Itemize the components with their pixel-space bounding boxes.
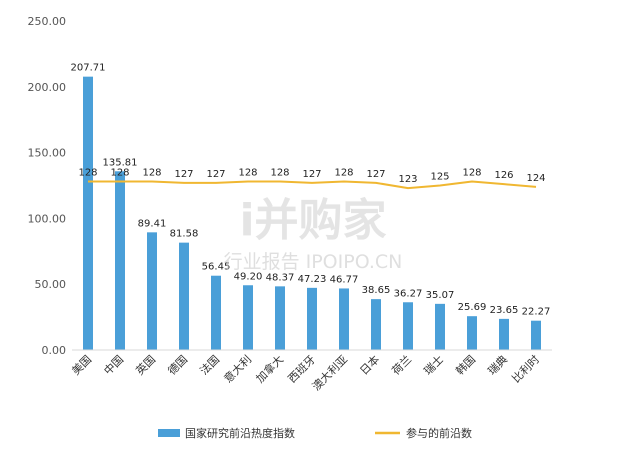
line-value-label: 128 <box>238 168 257 179</box>
bar <box>307 287 317 350</box>
bar <box>243 285 253 350</box>
bar-value-label: 25.69 <box>458 302 487 313</box>
line-data-labels: 128 128 128 127 127 128 128 127 128 127 123 125 128 1… <box>78 168 545 186</box>
bar <box>403 302 413 350</box>
x-tick-label: 法国 <box>197 352 222 377</box>
line-value-label: 127 <box>366 169 385 180</box>
bar <box>115 171 125 350</box>
x-tick-label: 英国 <box>133 352 158 377</box>
y-tick-label: 100.00 <box>28 212 67 225</box>
line-value-label: 127 <box>206 169 225 180</box>
line-value-label: 125 <box>430 172 449 183</box>
y-tick-label: 200.00 <box>28 81 67 94</box>
bar-value-label: 81.58 <box>170 229 199 240</box>
x-tick-label: 中国 <box>101 353 126 378</box>
bar <box>147 232 157 350</box>
bar <box>371 299 381 350</box>
bar-value-label: 207.71 <box>71 63 106 74</box>
line-value-label: 128 <box>270 168 289 179</box>
bar-value-label: 38.65 <box>362 285 391 296</box>
line-value-label: 127 <box>174 169 193 180</box>
bar <box>83 76 93 351</box>
line-value-label: 128 <box>78 168 97 179</box>
bar <box>179 242 189 350</box>
y-tick-label: 0.00 <box>42 344 67 357</box>
bar-value-label: 49.20 <box>234 271 263 282</box>
y-tick-label: 50.00 <box>35 278 67 291</box>
bar-series <box>83 76 541 351</box>
watermark: i并购家 行业报告 IPOIPO.CN <box>224 195 403 273</box>
x-tick-label: 德国 <box>165 352 190 377</box>
bar <box>275 286 285 350</box>
bar <box>531 320 541 350</box>
bar-value-label: 135.81 <box>103 157 138 168</box>
bar-value-label: 23.65 <box>490 305 519 316</box>
x-tick-label: 瑞士 <box>421 352 446 377</box>
watermark-subtitle: 行业报告 IPOIPO.CN <box>224 251 403 273</box>
bar-value-label: 48.37 <box>266 272 295 283</box>
legend: 国家研究前沿热度指数 参与的前沿数 <box>158 426 472 440</box>
x-tick-label: 美国 <box>69 353 94 378</box>
bar <box>435 303 445 350</box>
bar-value-label: 47.23 <box>298 274 327 285</box>
bar-value-label: 46.77 <box>330 274 359 285</box>
x-tick-label: 加拿大 <box>253 352 286 385</box>
line-value-label: 127 <box>302 169 321 180</box>
x-tick-label: 意大利 <box>221 352 254 385</box>
watermark-logo: i并购家 <box>239 195 386 246</box>
x-tick-label: 澳大利亚 <box>309 352 350 393</box>
bar <box>499 318 509 350</box>
x-tick-label: 日本 <box>357 352 382 377</box>
y-tick-label: 150.00 <box>28 147 67 160</box>
bar-value-label: 35.07 <box>426 290 455 301</box>
bar <box>467 316 477 350</box>
x-tick-label: 比利时 <box>510 353 543 386</box>
bar-value-label: 56.45 <box>202 262 231 273</box>
line-value-label: 128 <box>462 168 481 179</box>
bar-value-label: 36.27 <box>394 288 423 299</box>
line-value-label: 123 <box>398 174 417 185</box>
y-axis: 0.00 50.00 100.00 150.00 200.00 250.00 <box>28 15 67 357</box>
x-tick-label: 韩国 <box>453 352 478 377</box>
bar <box>211 275 221 350</box>
line-value-label: 128 <box>334 168 353 179</box>
line-value-label: 124 <box>526 173 545 184</box>
bar-value-label: 89.41 <box>138 218 167 229</box>
x-tick-label: 荷兰 <box>389 353 414 378</box>
line-value-label: 128 <box>110 168 129 179</box>
legend-line-label: 参与的前沿数 <box>406 426 472 440</box>
x-tick-label: 瑞典 <box>485 352 510 377</box>
line-path <box>88 180 537 190</box>
bar <box>339 288 349 350</box>
legend-bar-swatch <box>158 429 180 437</box>
y-tick-label: 250.00 <box>28 15 67 28</box>
line-value-label: 126 <box>494 170 513 181</box>
line-series <box>88 180 537 190</box>
legend-bar-label: 国家研究前沿热度指数 <box>185 426 295 440</box>
line-value-label: 128 <box>142 168 161 179</box>
bar-value-label: 22.27 <box>522 307 551 318</box>
